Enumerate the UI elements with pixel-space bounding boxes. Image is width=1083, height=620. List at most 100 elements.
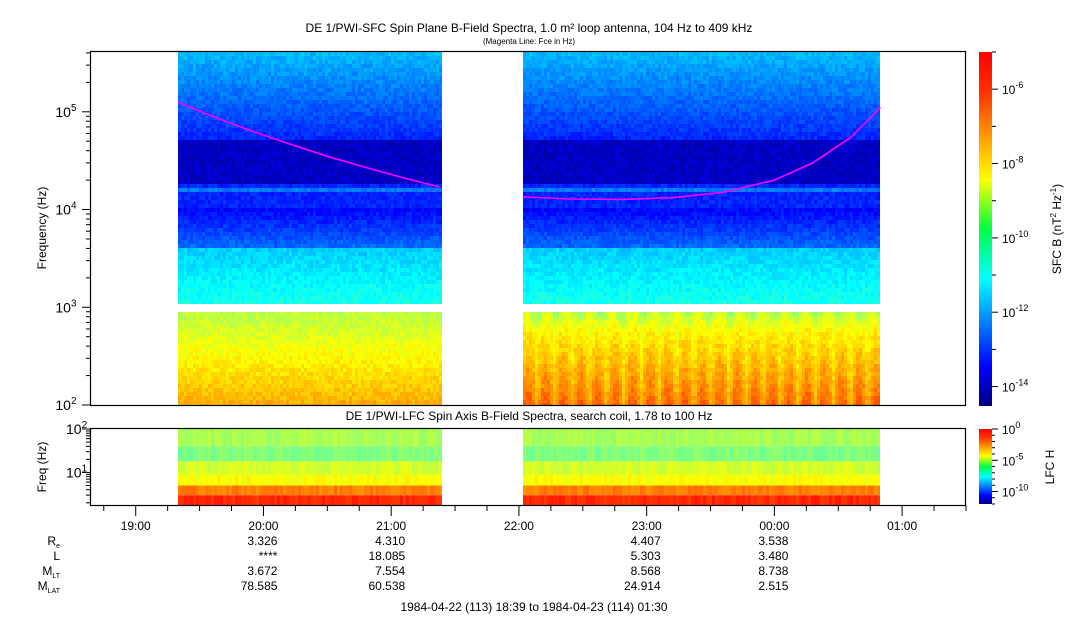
sfc-cell — [187, 276, 190, 280]
sfc-cell — [301, 292, 304, 296]
sfc-cell — [244, 192, 247, 196]
sfc-cell — [298, 260, 301, 264]
sfc-cell — [259, 332, 262, 336]
sfc-cell — [238, 392, 241, 396]
sfc-cell — [238, 396, 241, 400]
sfc-cell — [238, 268, 241, 272]
sfc-cell — [301, 116, 304, 120]
sfc-cell — [247, 276, 250, 280]
sfc-cell — [268, 292, 271, 296]
sfc-cell — [328, 324, 331, 328]
sfc-cell — [286, 128, 289, 132]
sfc-cell — [322, 300, 325, 304]
sfc-cell — [178, 164, 181, 168]
sfc-cell — [316, 400, 319, 404]
sfc-cell — [298, 112, 301, 116]
sfc-cell — [232, 124, 235, 128]
sfc-cell — [211, 228, 214, 232]
sfc-cell — [199, 268, 202, 272]
sfc-cell — [319, 172, 322, 176]
sfc-cell — [271, 168, 274, 172]
sfc-cell — [262, 52, 265, 56]
sfc-cell — [205, 92, 208, 96]
sfc-cell — [256, 348, 259, 352]
sfc-cell — [337, 300, 340, 304]
sfc-cell — [337, 244, 340, 248]
sfc-cell — [223, 56, 226, 60]
sfc-cell — [301, 340, 304, 344]
sfc-cell — [232, 236, 235, 240]
sfc-cell — [256, 188, 259, 192]
sfc-cell — [262, 184, 265, 188]
sfc-cell — [280, 272, 283, 276]
sfc-cell — [187, 252, 190, 256]
sfc-cell — [193, 128, 196, 132]
sfc-cell — [301, 164, 304, 168]
sfc-cell — [190, 264, 193, 268]
sfc-cell — [265, 376, 268, 380]
sfc-cell — [310, 72, 313, 76]
sfc-cell — [247, 264, 250, 268]
sfc-cell — [307, 188, 310, 192]
sfc-cell — [256, 272, 259, 276]
sfc-cell — [328, 172, 331, 176]
sfc-cell — [259, 140, 262, 144]
sfc-cell — [271, 332, 274, 336]
sfc-cell — [271, 252, 274, 256]
sfc-cell — [259, 176, 262, 180]
sfc-cell — [271, 264, 274, 268]
sfc-cell — [283, 376, 286, 380]
sfc-cell — [184, 288, 187, 292]
sfc-cell — [304, 220, 307, 224]
sfc-cell — [265, 100, 268, 104]
sfc-cell — [325, 112, 328, 116]
sfc-cell — [202, 100, 205, 104]
sfc-cell — [319, 232, 322, 236]
sfc-cell — [217, 340, 220, 344]
sfc-cell — [340, 216, 343, 220]
sfc-cell — [310, 184, 313, 188]
sfc-cell — [295, 332, 298, 336]
sfc-cell — [304, 360, 307, 364]
sfc-cell — [304, 160, 307, 164]
sfc-cell — [274, 72, 277, 76]
sfc-cell — [247, 144, 250, 148]
sfc-cell — [265, 160, 268, 164]
sfc-cell — [319, 252, 322, 256]
sfc-cell — [199, 264, 202, 268]
sfc-cell — [208, 380, 211, 384]
sfc-cell — [307, 376, 310, 380]
sfc-cell — [181, 344, 184, 348]
sfc-cell — [193, 252, 196, 256]
sfc-cell — [178, 284, 181, 288]
sfc-cell — [289, 268, 292, 272]
sfc-cell — [223, 228, 226, 232]
sfc-cell — [187, 96, 190, 100]
sfc-cell — [274, 284, 277, 288]
sfc-cell — [292, 268, 295, 272]
sfc-cell — [268, 348, 271, 352]
sfc-cell — [190, 340, 193, 344]
sfc-cell — [334, 368, 337, 372]
sfc-cell — [193, 292, 196, 296]
sfc-cell — [247, 236, 250, 240]
sfc-cell — [298, 128, 301, 132]
sfc-cell — [310, 324, 313, 328]
sfc-cell — [316, 232, 319, 236]
sfc-cell — [202, 356, 205, 360]
sfc-cell — [244, 88, 247, 92]
sfc-cell — [205, 176, 208, 180]
sfc-cell — [202, 268, 205, 272]
sfc-cell — [316, 356, 319, 360]
sfc-cell — [202, 328, 205, 332]
sfc-cell — [241, 404, 244, 405]
sfc-cell — [316, 60, 319, 64]
sfc-cell — [301, 180, 304, 184]
sfc-cell — [334, 112, 337, 116]
sfc-cell — [283, 300, 286, 304]
sfc-cell — [322, 104, 325, 108]
sfc-cell — [268, 244, 271, 248]
sfc-cell — [271, 268, 274, 272]
sfc-cell — [313, 144, 316, 148]
sfc-cell — [181, 380, 184, 384]
